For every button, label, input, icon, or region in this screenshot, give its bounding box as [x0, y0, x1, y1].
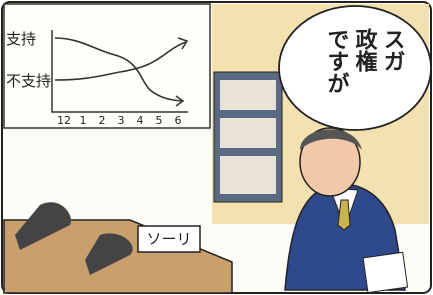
shelf	[220, 156, 276, 194]
speech-text: ですが	[324, 28, 349, 94]
speech-text: スガ	[380, 28, 405, 72]
speech-text: 政権	[352, 27, 378, 73]
desk-sign-text: ソーリ	[146, 230, 191, 248]
month-label: 3	[118, 114, 125, 127]
shelf	[220, 80, 276, 110]
month-label: 5	[156, 114, 163, 127]
month-label: 2	[99, 114, 106, 127]
month-label: 1	[80, 114, 87, 127]
cartoon-panel: 支持 不支持 12123456 スガ 政権 ですが ソーリ	[0, 0, 433, 295]
month-label: 6	[175, 114, 182, 127]
chart-label: 支持	[6, 30, 36, 48]
month-label: 12	[57, 114, 71, 127]
shelf	[220, 118, 276, 148]
paper	[363, 252, 407, 292]
month-label: 4	[137, 114, 144, 127]
chart-board	[4, 4, 210, 128]
chart-label: 不支持	[6, 72, 51, 90]
